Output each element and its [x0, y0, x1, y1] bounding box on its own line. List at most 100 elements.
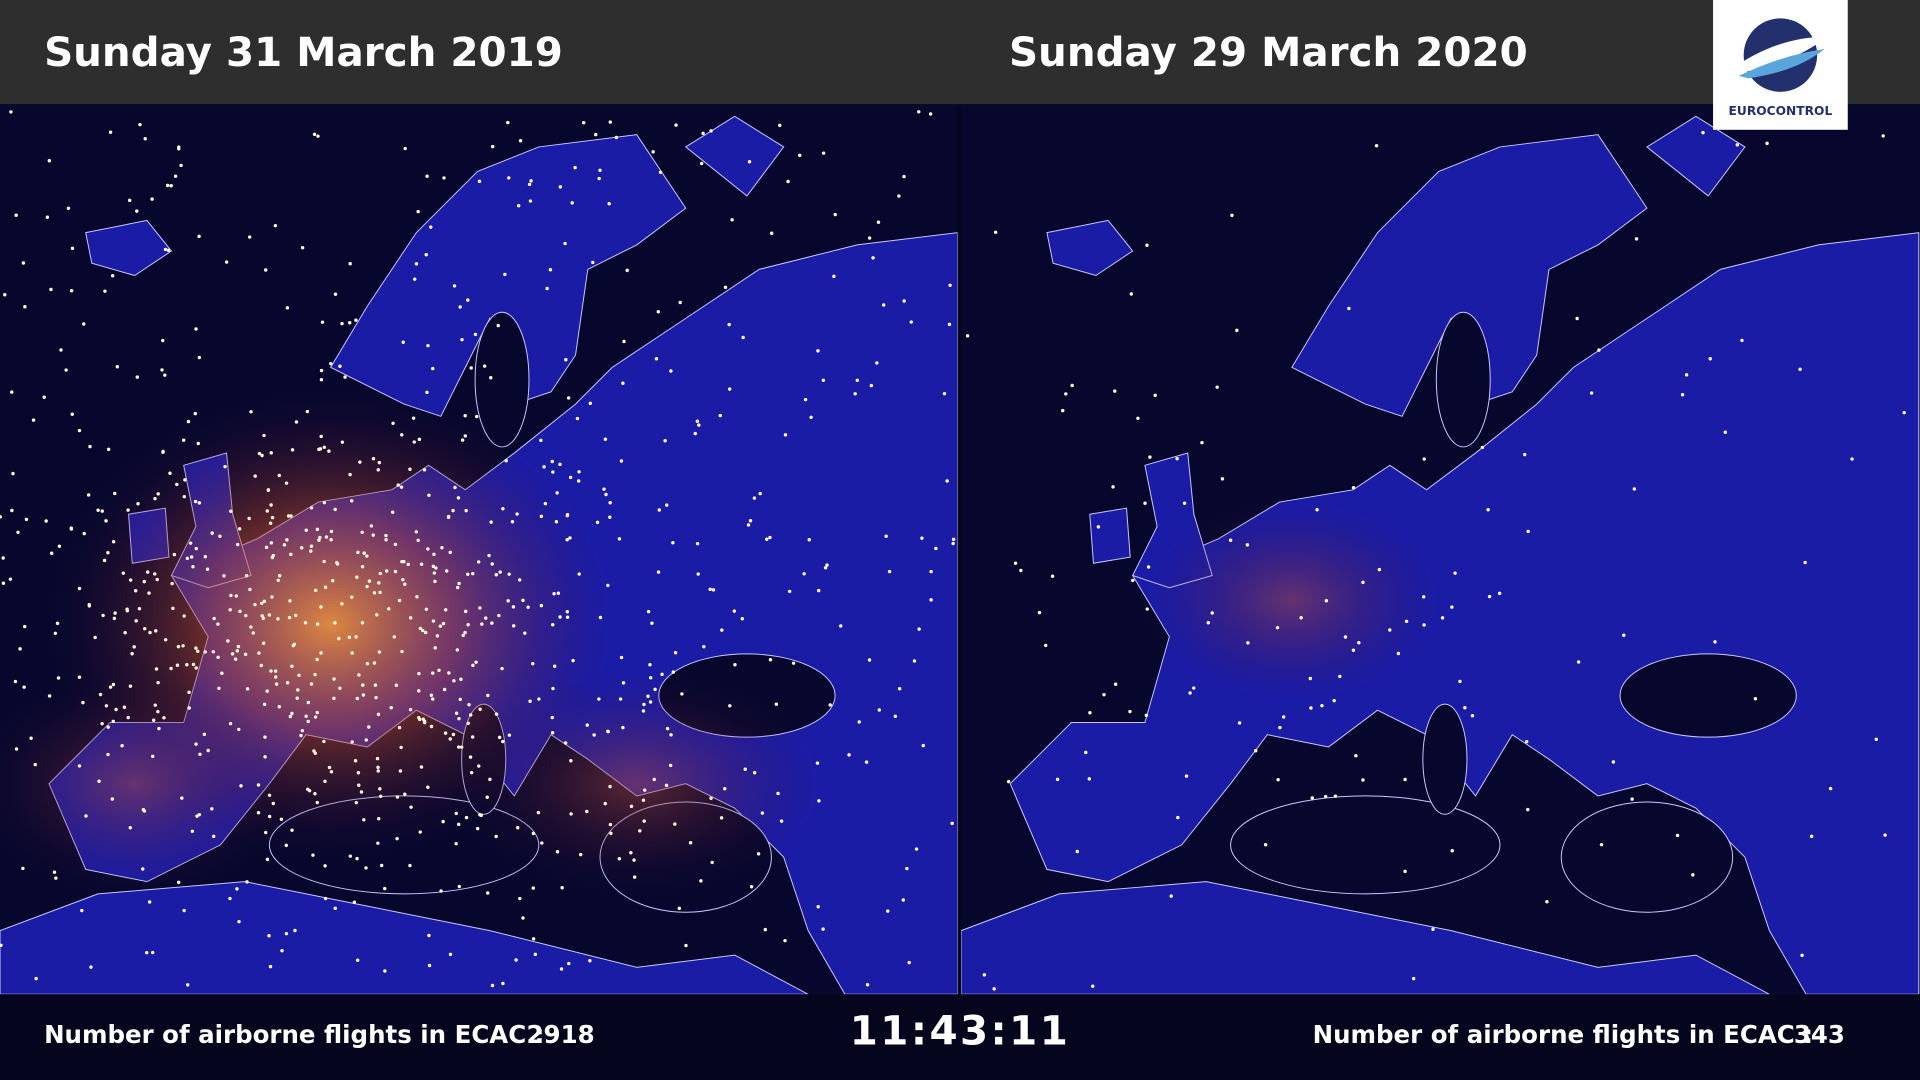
flight-dot	[93, 635, 97, 640]
flight-dot	[776, 791, 780, 796]
flight-dot	[235, 649, 240, 653]
flight-dot	[291, 643, 295, 648]
flight-dot	[569, 759, 573, 763]
flight-dot	[727, 322, 731, 327]
flight-dot	[320, 320, 325, 324]
flight-dot	[457, 716, 461, 721]
flight-dot	[16, 530, 20, 534]
flight-dot	[176, 880, 181, 885]
flight-dot	[463, 434, 468, 438]
flight-dot	[263, 755, 267, 759]
flight-dot	[289, 514, 293, 518]
flight-dot	[1809, 834, 1814, 839]
flight-dot	[332, 696, 336, 701]
flight-dot	[482, 364, 487, 368]
flight-dot	[1701, 130, 1705, 135]
flight-dot	[355, 575, 359, 579]
flight-dot	[311, 853, 315, 857]
flight-dot	[194, 546, 199, 551]
flight-dot	[360, 530, 364, 534]
flight-dot	[1013, 561, 1018, 565]
flight-dot	[511, 624, 516, 628]
flight-dot	[151, 718, 156, 722]
flight-dot	[108, 130, 113, 134]
flight-dot	[1675, 833, 1680, 838]
flight-dot	[409, 805, 413, 809]
flight-dot	[106, 447, 111, 452]
flight-dot	[425, 390, 429, 395]
flight-dot	[18, 647, 22, 651]
land	[684, 115, 785, 197]
flight-dot	[269, 451, 273, 455]
flight-dot	[257, 651, 261, 655]
flight-dot	[439, 889, 443, 893]
flight-dot	[1431, 927, 1435, 931]
flight-dot	[463, 609, 468, 614]
flight-dot	[663, 438, 667, 443]
flight-dot	[501, 739, 505, 744]
flight-dot	[459, 677, 463, 681]
flight-dot	[411, 416, 416, 420]
flight-dot	[322, 739, 326, 744]
flight-dot	[203, 555, 208, 559]
flight-dot	[441, 819, 445, 824]
flight-dot	[21, 866, 25, 871]
flight-dot	[752, 771, 757, 775]
flight-dot	[466, 721, 470, 726]
flight-dot	[1351, 648, 1356, 652]
flight-dot	[161, 450, 165, 454]
flight-dot	[539, 438, 543, 443]
flight-dot	[249, 410, 253, 414]
flight-dot	[408, 616, 413, 620]
flight-dot	[1299, 616, 1303, 620]
flight-dot	[324, 535, 329, 539]
flight-dot	[1411, 976, 1416, 981]
flight-dot	[501, 981, 505, 986]
flight-dot	[1403, 869, 1407, 874]
flight-dot	[1487, 594, 1492, 599]
flight-dot	[372, 591, 377, 595]
flight-dot	[451, 732, 456, 737]
flight-dot	[608, 515, 612, 519]
flight-dot	[1128, 709, 1132, 714]
flight-dot	[22, 685, 26, 689]
flight-dot	[545, 286, 549, 291]
flight-dot	[216, 622, 220, 626]
flight-dot	[494, 834, 498, 839]
flight-dot	[417, 671, 421, 676]
flight-dot	[1545, 900, 1549, 904]
flight-dot	[1055, 777, 1060, 782]
flight-dot	[763, 927, 768, 932]
flight-dot	[469, 366, 473, 370]
flight-dot	[550, 731, 555, 735]
flight-dot	[228, 721, 233, 726]
flight-dot	[315, 710, 319, 715]
flight-dot	[376, 712, 381, 717]
flight-dot	[319, 651, 323, 655]
flight-dot	[1136, 416, 1140, 420]
flight-dot	[313, 751, 318, 756]
flight-dot	[317, 447, 321, 452]
flight-dot	[629, 851, 633, 855]
flight-dot	[1176, 815, 1180, 820]
flight-dot	[1044, 643, 1048, 648]
flight-dot	[183, 478, 187, 482]
flight-dot	[551, 623, 555, 627]
flight-dot	[137, 606, 142, 611]
flight-dot	[425, 174, 429, 178]
flight-dot	[1422, 595, 1426, 599]
flight-dot	[1332, 698, 1336, 703]
flight-dot	[629, 804, 634, 809]
flight-dot	[194, 742, 198, 746]
flight-dot	[100, 721, 104, 726]
flight-dot	[489, 520, 493, 524]
flight-dot	[401, 340, 405, 344]
flight-dot	[141, 867, 145, 871]
flight-dot	[77, 764, 82, 768]
flight-dot	[305, 409, 310, 414]
flight-dot	[414, 262, 419, 266]
flight-dot	[182, 494, 187, 499]
flight-dot	[588, 401, 593, 406]
flight-dot	[0, 943, 3, 948]
flight-dot	[372, 661, 377, 665]
